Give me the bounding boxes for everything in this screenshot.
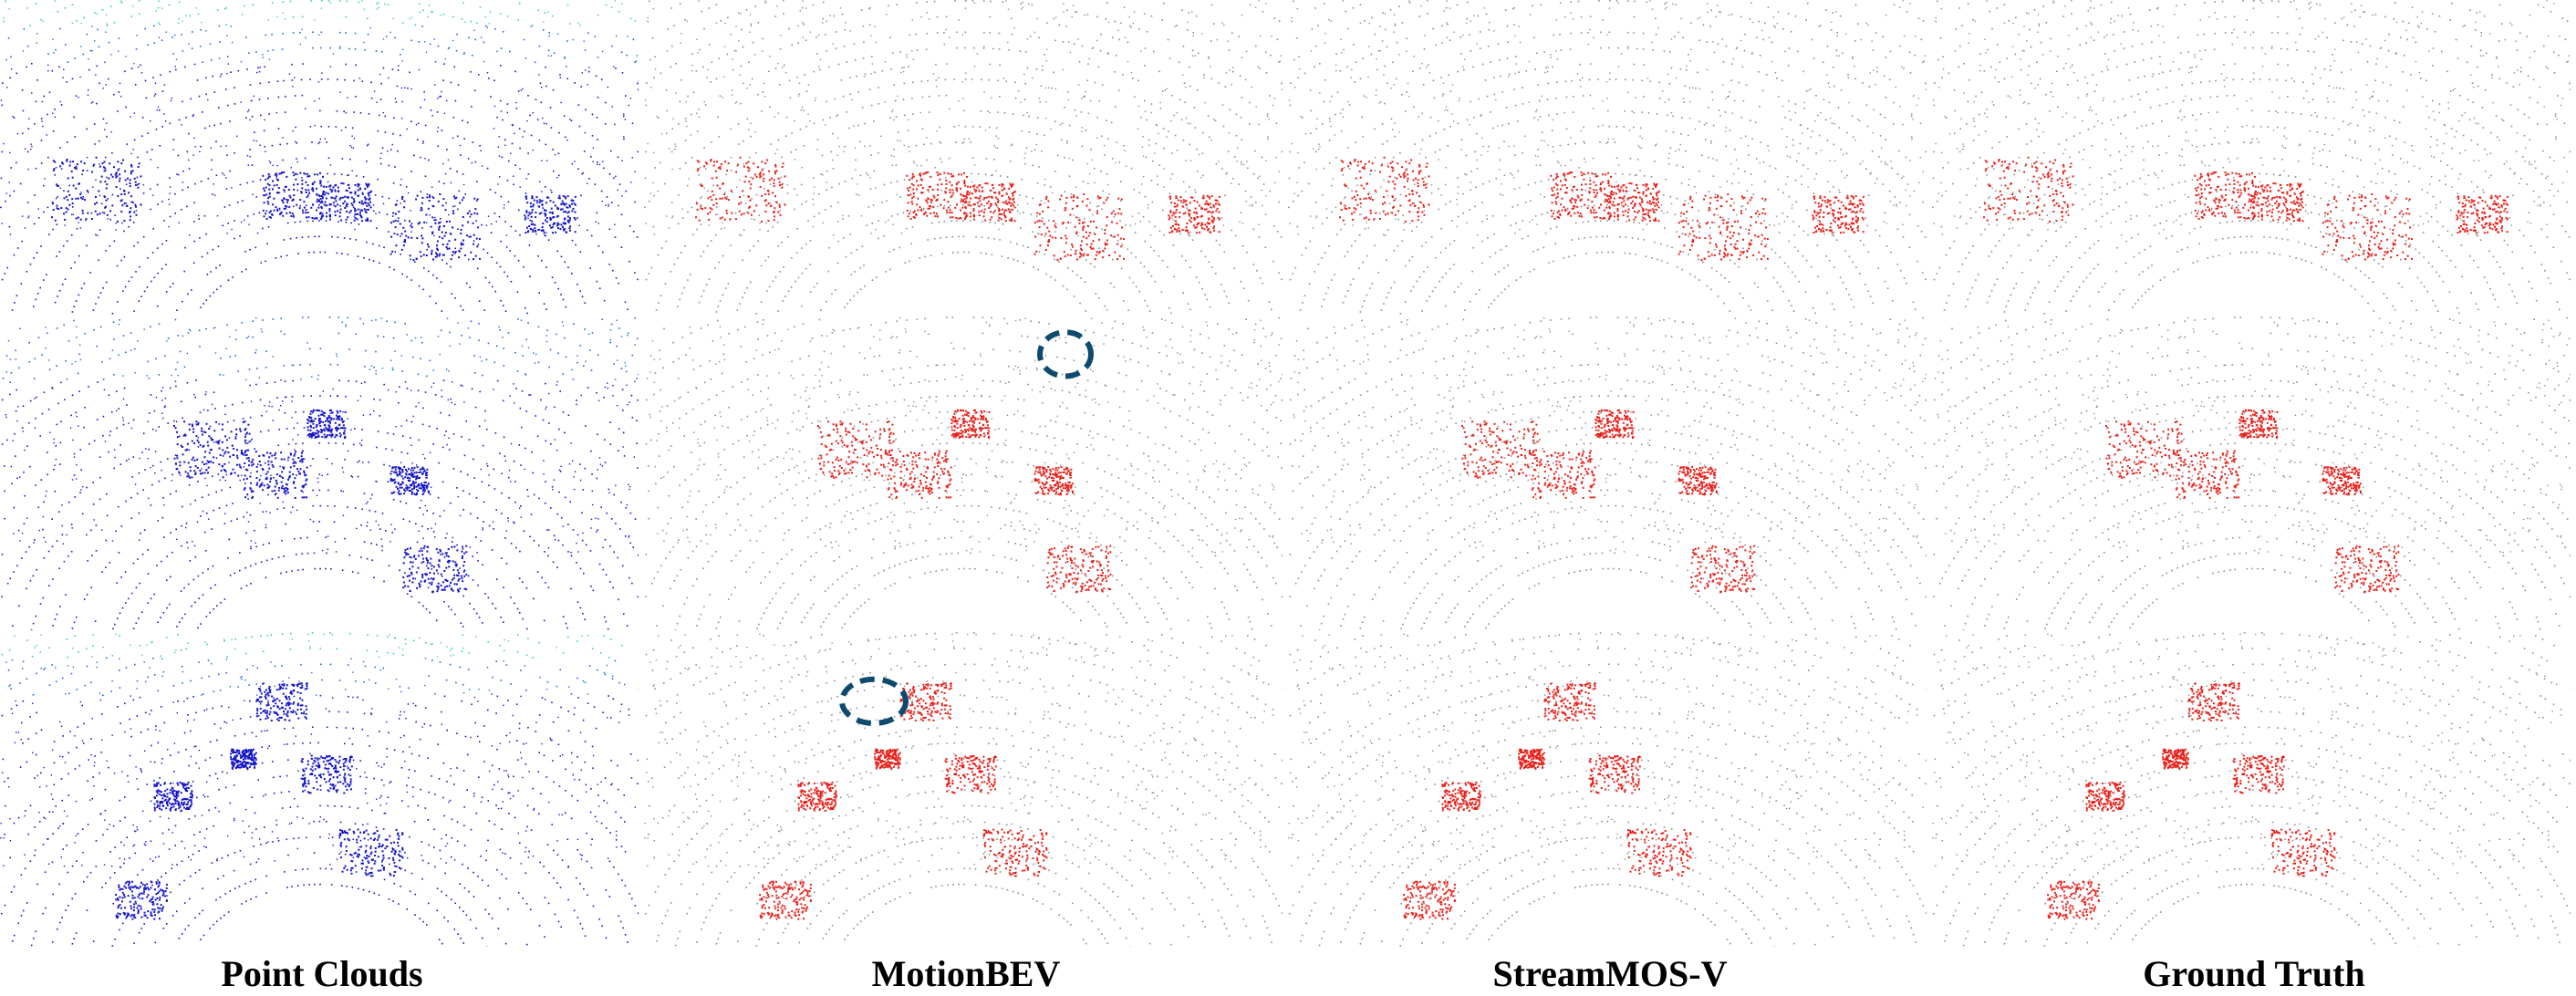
- point-cloud-scan: [0, 632, 639, 947]
- point-cloud-scan: [1288, 0, 1927, 315]
- point-cloud-scan: [645, 316, 1283, 631]
- caption-ground-truth: Ground Truth: [1932, 954, 2576, 994]
- point-cloud-scan: [1, 316, 639, 631]
- panel-grid: [0, 0, 2571, 947]
- highlight-ellipse: [839, 677, 909, 727]
- caption-motionbev: MotionBEV: [644, 954, 1288, 994]
- point-cloud-scan: [644, 632, 1283, 947]
- panel-motionbev-row-2: [644, 316, 1283, 631]
- panel-streammos-v-row-2: [1288, 316, 1927, 631]
- point-cloud-scan: [1933, 316, 2571, 631]
- panel-ground-truth-row-2: [1932, 316, 2571, 631]
- panel-ground-truth-row-3: [1932, 632, 2571, 947]
- point-cloud-scan: [644, 0, 1283, 315]
- panel-motionbev-row-1: [644, 0, 1283, 315]
- caption-row: Point Clouds MotionBEV StreamMOS-V Ground T…: [0, 949, 2576, 996]
- point-cloud-scan: [0, 0, 639, 315]
- point-cloud-scan: [1289, 316, 1927, 631]
- panel-point-clouds-row-3: [0, 632, 639, 947]
- caption-point-clouds: Point Clouds: [0, 954, 644, 994]
- point-cloud-scan: [1932, 0, 2571, 315]
- caption-streammos-v: StreamMOS-V: [1288, 954, 1932, 994]
- panel-streammos-v-row-1: [1288, 0, 1927, 315]
- highlight-ellipse: [1037, 328, 1094, 379]
- panel-point-clouds-row-2: [0, 316, 639, 631]
- panel-point-clouds-row-1: [0, 0, 639, 315]
- panel-streammos-v-row-3: [1288, 632, 1927, 947]
- panel-motionbev-row-3: [644, 632, 1283, 947]
- point-cloud-scan: [1288, 632, 1927, 947]
- point-cloud-scan: [1932, 632, 2571, 947]
- panel-ground-truth-row-1: [1932, 0, 2571, 315]
